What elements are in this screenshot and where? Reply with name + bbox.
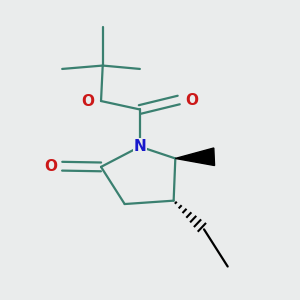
Text: O: O bbox=[44, 159, 57, 174]
Text: O: O bbox=[82, 94, 95, 109]
Text: N: N bbox=[134, 139, 146, 154]
Polygon shape bbox=[175, 148, 214, 166]
Text: O: O bbox=[185, 92, 198, 107]
